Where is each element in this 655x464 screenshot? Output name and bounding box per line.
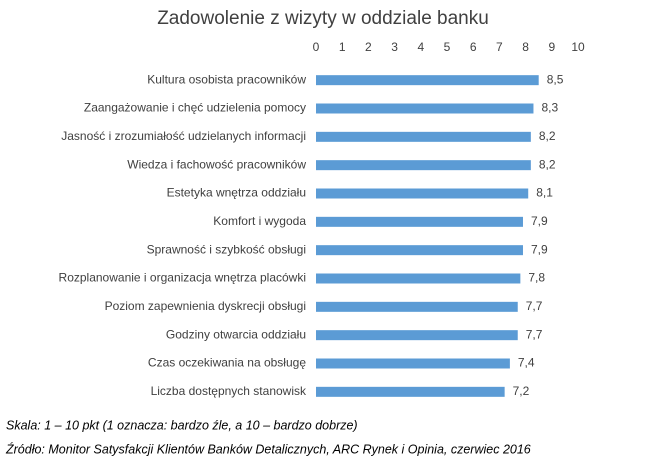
bar [316,131,531,142]
x-tick-label: 2 [365,40,372,54]
y-tick-label: Jasność i zrozumiałość udzielanych infor… [61,129,306,143]
chart-title: Zadowolenie z wizyty w oddziale banku [157,8,489,29]
bar [316,358,510,369]
y-tick-label: Kultura osobista pracowników [147,72,306,86]
bar [316,216,523,227]
x-tick-label: 6 [470,40,477,54]
y-tick-label: Liczba dostępnych stanowisk [151,384,307,398]
x-tick-label: 8 [522,40,529,54]
bar [316,75,539,86]
bar [316,188,529,199]
x-tick-label: 9 [548,40,555,54]
bar [316,245,523,256]
value-label: 7,7 [526,327,543,341]
value-label: 7,4 [518,356,535,370]
y-tick-label: Godziny otwarcia oddziału [166,327,306,341]
note: Skala: 1 – 10 pkt (1 oznacza: bardzo źle… [6,418,358,432]
bar [316,103,534,114]
bar [316,160,531,171]
value-label: 7,2 [513,384,530,398]
y-tick-label: Rozplanowanie i organizacja wnętrza plac… [59,271,306,285]
value-label: 7,8 [528,271,545,285]
y-tick-label: Komfort i wygoda [213,214,306,228]
y-tick-label: Czas oczekiwania na obsługę [148,356,306,370]
bar [316,330,518,341]
x-tick-label: 7 [496,40,503,54]
bar [316,386,505,397]
value-label: 7,9 [531,242,548,256]
value-label: 8,2 [539,157,556,171]
note: Źródło: Monitor Satysfakcji Klientów Ban… [5,441,531,456]
x-tick-label: 5 [444,40,451,54]
y-tick-label: Wiedza i fachowość pracowników [127,157,306,171]
x-tick-label: 4 [417,40,424,54]
value-label: 8,1 [536,186,553,200]
value-label: 7,7 [526,299,543,313]
x-tick-label: 10 [571,40,585,54]
x-tick-label: 3 [391,40,398,54]
value-label: 8,3 [541,101,558,115]
value-label: 8,5 [547,72,564,86]
value-label: 7,9 [531,214,548,228]
y-tick-label: Estetyka wnętrza oddziału [167,186,306,200]
value-label: 8,2 [539,129,556,143]
bar [316,273,521,284]
y-tick-label: Sprawność i szybkość obsługi [147,242,306,256]
x-tick-label: 1 [339,40,346,54]
x-tick-label: 0 [313,40,320,54]
y-tick-label: Zaangażowanie i chęć udzielenia pomocy [84,101,306,115]
bar [316,301,518,312]
y-tick-label: Poziom zapewnienia dyskrecji obsługi [105,299,306,313]
